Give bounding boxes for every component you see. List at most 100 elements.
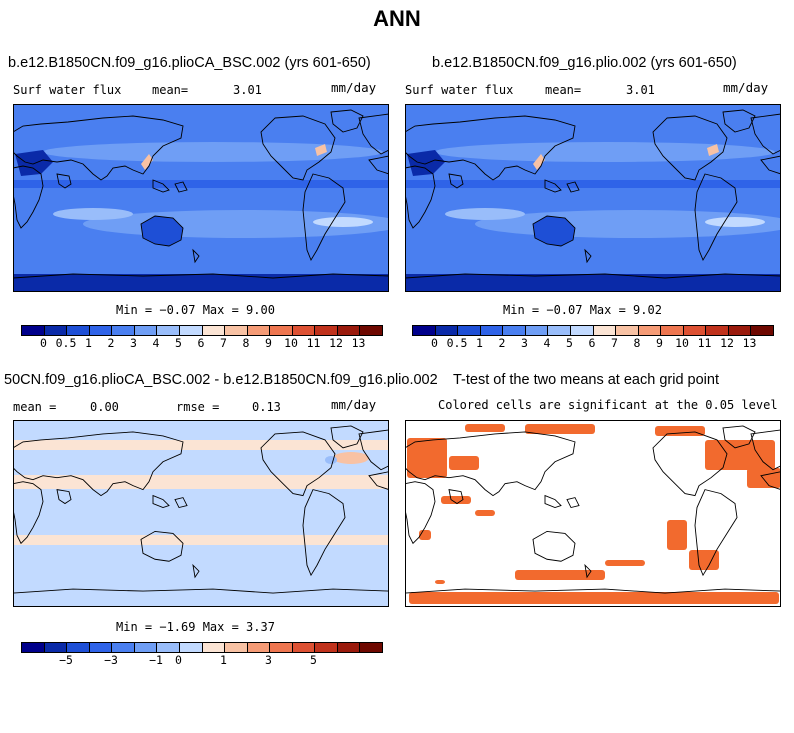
colorbar-swatch xyxy=(134,643,158,652)
panel-3-title: 50CN.f09_g16.plioCA_BSC.002 - b.e12.B185… xyxy=(4,372,438,388)
negative-anomaly xyxy=(325,456,337,464)
significant-cells xyxy=(515,570,605,580)
significant-cells xyxy=(435,580,445,584)
kuroshio-hotspot xyxy=(533,154,545,170)
colorbar-tick-label: 1 xyxy=(85,336,92,350)
colorbar-tick-label: 4 xyxy=(543,336,551,350)
colorbar-swatch xyxy=(683,326,707,335)
panel-4-map xyxy=(405,420,781,607)
desert-region xyxy=(407,150,445,176)
colorbar-swatch xyxy=(157,326,180,335)
colorbar-swatch xyxy=(751,326,773,335)
map-frame xyxy=(405,104,781,292)
coastline xyxy=(152,494,170,509)
panel-1-minmax: Min = −0.07 Max = 9.00 xyxy=(116,303,275,317)
dry-zone-north xyxy=(435,142,775,162)
colorbar-tick-label: 0 xyxy=(175,653,182,667)
panel-3-colorbar-ticks: −5 −3 −1 0 1 3 5 xyxy=(21,653,381,667)
coastline xyxy=(448,489,464,505)
colorbar-swatch xyxy=(435,326,459,335)
panel-4-title: T-test of the two means at each grid poi… xyxy=(453,372,719,388)
panel-4-subtitle: Colored cells are significant at the 0.0… xyxy=(438,398,778,412)
colorbar-swatch xyxy=(22,643,45,652)
colorbar-swatch xyxy=(593,326,617,335)
significant-cells xyxy=(449,456,479,470)
colorbar-tick-label: 3 xyxy=(265,653,272,667)
colorbar-swatch xyxy=(728,326,752,335)
coastline xyxy=(174,497,188,509)
colorbar-swatch xyxy=(247,326,271,335)
colorbar-tick-label: 13 xyxy=(351,336,366,350)
colorbar-swatch xyxy=(134,326,158,335)
colorbar-tick-label: 13 xyxy=(742,336,757,350)
coastline xyxy=(584,563,592,579)
coastline xyxy=(544,494,562,509)
panel-3-mean-value: 0.00 xyxy=(90,400,119,414)
coastline xyxy=(532,530,576,562)
colorbar-swatch xyxy=(157,643,180,652)
coastline xyxy=(405,165,436,229)
colorbar-tick-label: −3 xyxy=(104,653,118,667)
coastline xyxy=(694,173,738,262)
map-background xyxy=(405,104,781,292)
coastline xyxy=(330,109,364,133)
colorbar-swatch xyxy=(315,326,338,335)
kuroshio-hotspot xyxy=(141,154,153,170)
colorbar-swatch xyxy=(315,643,338,652)
colorbar-swatch xyxy=(112,326,135,335)
coastline xyxy=(584,248,592,264)
colorbar-swatch xyxy=(179,326,203,335)
colorbar-tick-label: 10 xyxy=(284,336,298,350)
itcz-band xyxy=(13,180,389,188)
coastline-group xyxy=(405,425,781,607)
panel-2-colorbar xyxy=(412,325,774,336)
panel-3-rmse-value: 0.13 xyxy=(252,400,281,414)
coastline xyxy=(260,115,336,181)
positive-band xyxy=(13,535,389,545)
coastline xyxy=(566,181,580,193)
colorbar-tick-label: 9 xyxy=(265,336,272,350)
colorbar-swatch xyxy=(360,643,382,652)
colorbar-swatch xyxy=(706,326,729,335)
panel-3-minmax: Min = −1.69 Max = 3.37 xyxy=(116,620,275,634)
coastline xyxy=(13,481,44,545)
colorbar-tick-label: 5 xyxy=(566,336,573,350)
colorbar-tick-label: 12 xyxy=(720,336,734,350)
colorbar-swatch xyxy=(480,326,504,335)
panel-3-colorbar xyxy=(21,642,383,653)
dry-zone-atlantic xyxy=(313,217,373,227)
coastline xyxy=(760,155,781,175)
significant-cells xyxy=(655,426,705,436)
colorbar-swatch xyxy=(503,326,526,335)
coastline xyxy=(405,481,436,545)
colorbar-swatch xyxy=(112,643,135,652)
coastline xyxy=(152,179,170,193)
positive-band xyxy=(13,475,389,489)
colorbar-tick-label: 3 xyxy=(130,336,137,350)
map-frame xyxy=(13,104,389,292)
coastline xyxy=(140,215,184,247)
colorbar-swatch xyxy=(360,326,382,335)
colorbar-tick-label: 10 xyxy=(675,336,689,350)
coastline xyxy=(652,115,728,181)
panel-2-mean-label: mean= xyxy=(545,83,582,97)
coastline xyxy=(330,425,364,449)
significant-cells xyxy=(525,424,595,434)
australia-region xyxy=(533,216,575,246)
coastline xyxy=(566,497,580,509)
colorbar-swatch xyxy=(225,643,248,652)
panel-3-units: mm/day xyxy=(331,397,377,412)
colorbar-tick-label: 2 xyxy=(498,336,506,350)
colorbar-swatch xyxy=(67,643,90,652)
gulf-stream-hotspot xyxy=(707,144,719,156)
coastline xyxy=(532,215,576,247)
colorbar-tick-label: 5 xyxy=(310,653,317,667)
coastline-group xyxy=(405,109,781,292)
panel-2-colorbar-ticks: 0 0.5 1 2 3 4 5 6 7 8 9 10 11 12 13 xyxy=(412,336,772,350)
coastline xyxy=(192,248,200,264)
colorbar-tick-label: 8 xyxy=(242,336,250,350)
coastline xyxy=(56,489,72,505)
significant-cells xyxy=(441,496,471,504)
colorbar-tick-label: 4 xyxy=(152,336,160,350)
colorbar-tick-label: 5 xyxy=(175,336,182,350)
